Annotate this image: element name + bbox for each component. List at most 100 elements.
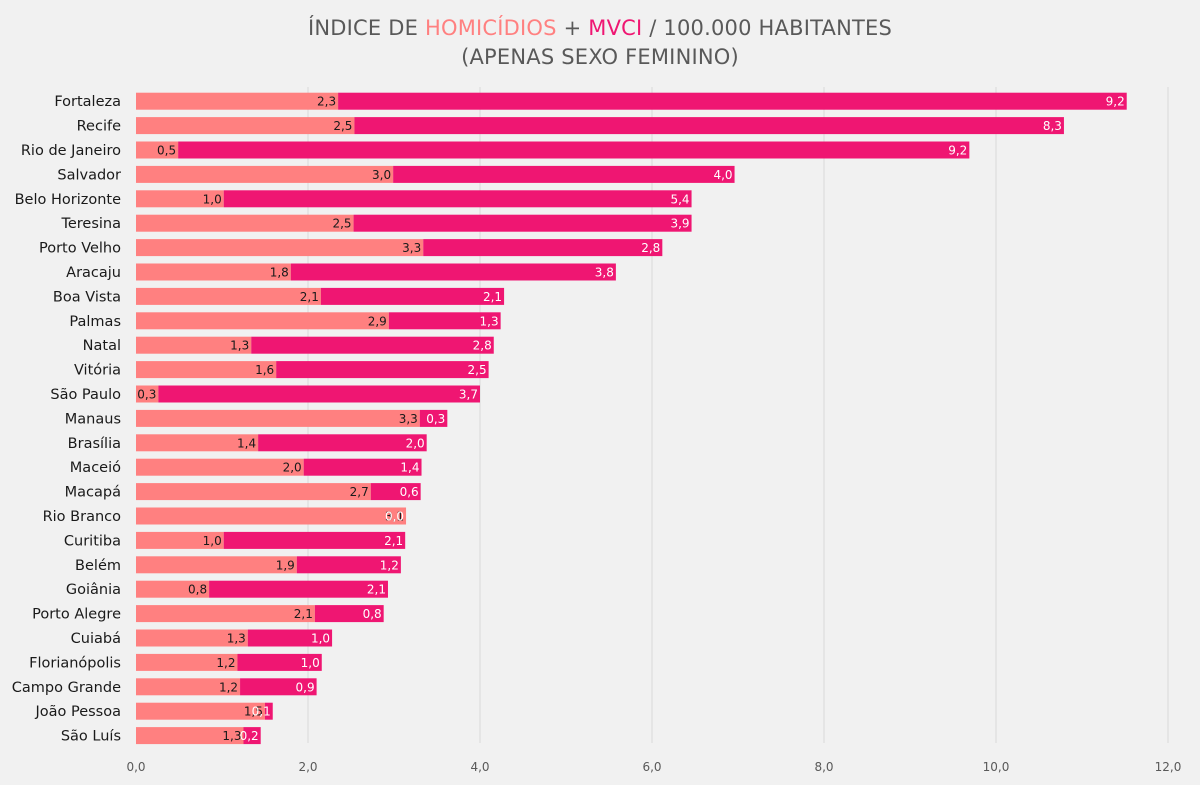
category-label: Natal (83, 338, 121, 354)
value-label-homicidios: 3,1 (385, 510, 404, 524)
category-label: Rio Branco (43, 509, 122, 525)
value-label-mvci: 1,4 (400, 461, 419, 475)
bar-mvci (314, 605, 384, 623)
bar-mvci (290, 263, 616, 281)
bar-homicidios (136, 312, 389, 330)
bar-mvci (276, 361, 489, 379)
value-label-mvci: 9,2 (948, 144, 967, 158)
bar-mvci (258, 434, 427, 452)
category-label: Belém (75, 558, 121, 574)
bar-mvci (303, 458, 422, 476)
bar-homicidios (136, 117, 355, 135)
value-label-homicidios: 1,2 (219, 680, 238, 694)
value-label-homicidios: 1,4 (237, 436, 256, 450)
title-mvci: MVCI (588, 16, 643, 40)
category-label: Vitória (74, 363, 121, 379)
value-label-homicidios: 3,3 (399, 412, 418, 426)
value-label-homicidios: 2,5 (333, 119, 352, 133)
bar-mvci (423, 239, 663, 257)
x-tick-label: 10,0 (983, 760, 1010, 774)
value-label-mvci: 8,3 (1043, 119, 1062, 133)
value-label-homicidios: 0,8 (188, 583, 207, 597)
value-label-mvci: 0,0 (385, 510, 404, 524)
value-label-homicidios: 2,1 (300, 290, 319, 304)
category-label: Rio de Janeiro (21, 143, 121, 159)
bar-homicidios (136, 702, 265, 720)
bar-mvci (296, 556, 401, 574)
bar-mvci (223, 531, 406, 549)
value-label-homicidios: 0,5 (157, 144, 176, 158)
title-plus: + (556, 16, 589, 40)
bar-mvci (223, 190, 692, 208)
bar-homicidios (136, 507, 407, 525)
bar-mvci (353, 214, 692, 232)
title-suffix: / 100.000 HABITANTES (642, 16, 893, 40)
bar-homicidios (136, 165, 394, 183)
value-label-homicidios: 1,5 (244, 705, 263, 719)
bar-mvci (158, 385, 481, 403)
bar-homicidios (136, 556, 297, 574)
value-label-homicidios: 2,5 (332, 217, 351, 231)
value-label-homicidios: 1,3 (230, 339, 249, 353)
category-label: Curitiba (64, 533, 121, 549)
category-label: Maceió (70, 460, 121, 476)
value-label-homicidios: 2,7 (350, 485, 369, 499)
bar-homicidios (136, 727, 244, 745)
bar-homicidios (136, 458, 304, 476)
category-label: Palmas (69, 314, 121, 330)
value-label-homicidios: 1,3 (222, 729, 241, 743)
category-label: Recife (77, 119, 121, 135)
value-label-mvci: 3,7 (459, 388, 478, 402)
value-label-mvci: 1,2 (380, 558, 399, 572)
bar-mvci (320, 287, 505, 305)
chart-title: ÍNDICE DE HOMICÍDIOS + MVCI / 100.000 HA… (0, 14, 1200, 72)
bar-mvci (265, 702, 273, 720)
category-label: Aracaju (66, 265, 121, 281)
bar-homicidios (136, 92, 339, 110)
category-label: Belo Horizonte (15, 192, 121, 208)
bar-homicidios (136, 629, 248, 647)
bar-mvci (251, 336, 494, 354)
value-label-mvci: 2,1 (384, 534, 403, 548)
bar-homicidios (136, 434, 259, 452)
bar-homicidios (136, 531, 224, 549)
bar-mvci (419, 409, 448, 427)
value-label-mvci: 2,0 (406, 436, 425, 450)
value-label-mvci: 2,5 (468, 363, 487, 377)
value-label-mvci: 2,8 (473, 339, 492, 353)
category-label: Fortaleza (54, 94, 121, 110)
value-label-mvci: 0,2 (240, 729, 259, 743)
chart-title-line-1: ÍNDICE DE HOMICÍDIOS + MVCI / 100.000 HA… (0, 14, 1200, 43)
category-label: Salvador (57, 167, 121, 183)
value-label-homicidios: 2,0 (283, 461, 302, 475)
bar-mvci (237, 653, 322, 671)
value-label-homicidios: 1,0 (203, 534, 222, 548)
x-tick-label: 0,0 (126, 760, 145, 774)
chart-title-line-2: (APENAS SEXO FEMININO) (461, 45, 739, 69)
category-label: Macapá (65, 485, 121, 501)
bar-mvci (247, 629, 333, 647)
bar-homicidios (136, 678, 241, 696)
value-label-mvci: 1,0 (301, 656, 320, 670)
title-homicidios: HOMICÍDIOS (424, 16, 557, 40)
value-label-homicidios: 2,3 (317, 95, 336, 109)
bar-mvci (354, 117, 1064, 135)
value-label-mvci: 0,6 (400, 485, 419, 499)
value-label-mvci: 0,8 (363, 607, 382, 621)
value-label-mvci: 0,9 (296, 680, 315, 694)
category-label: Porto Velho (39, 241, 121, 257)
bar-homicidios (136, 385, 159, 403)
category-label: Boa Vista (53, 289, 121, 305)
value-label-homicidios: 2,9 (368, 314, 387, 328)
bar-mvci (393, 165, 735, 183)
x-tick-label: 2,0 (298, 760, 317, 774)
bar-homicidios (136, 263, 291, 281)
value-label-mvci: 4,0 (713, 168, 732, 182)
value-label-mvci: 3,8 (595, 266, 614, 280)
category-label: Florianópolis (29, 655, 121, 671)
category-label: Cuiabá (71, 631, 121, 647)
category-label: Goiânia (66, 582, 121, 598)
bar-homicidios (136, 239, 424, 257)
value-label-mvci: 1,0 (311, 632, 330, 646)
bar-homicidios (136, 483, 371, 501)
